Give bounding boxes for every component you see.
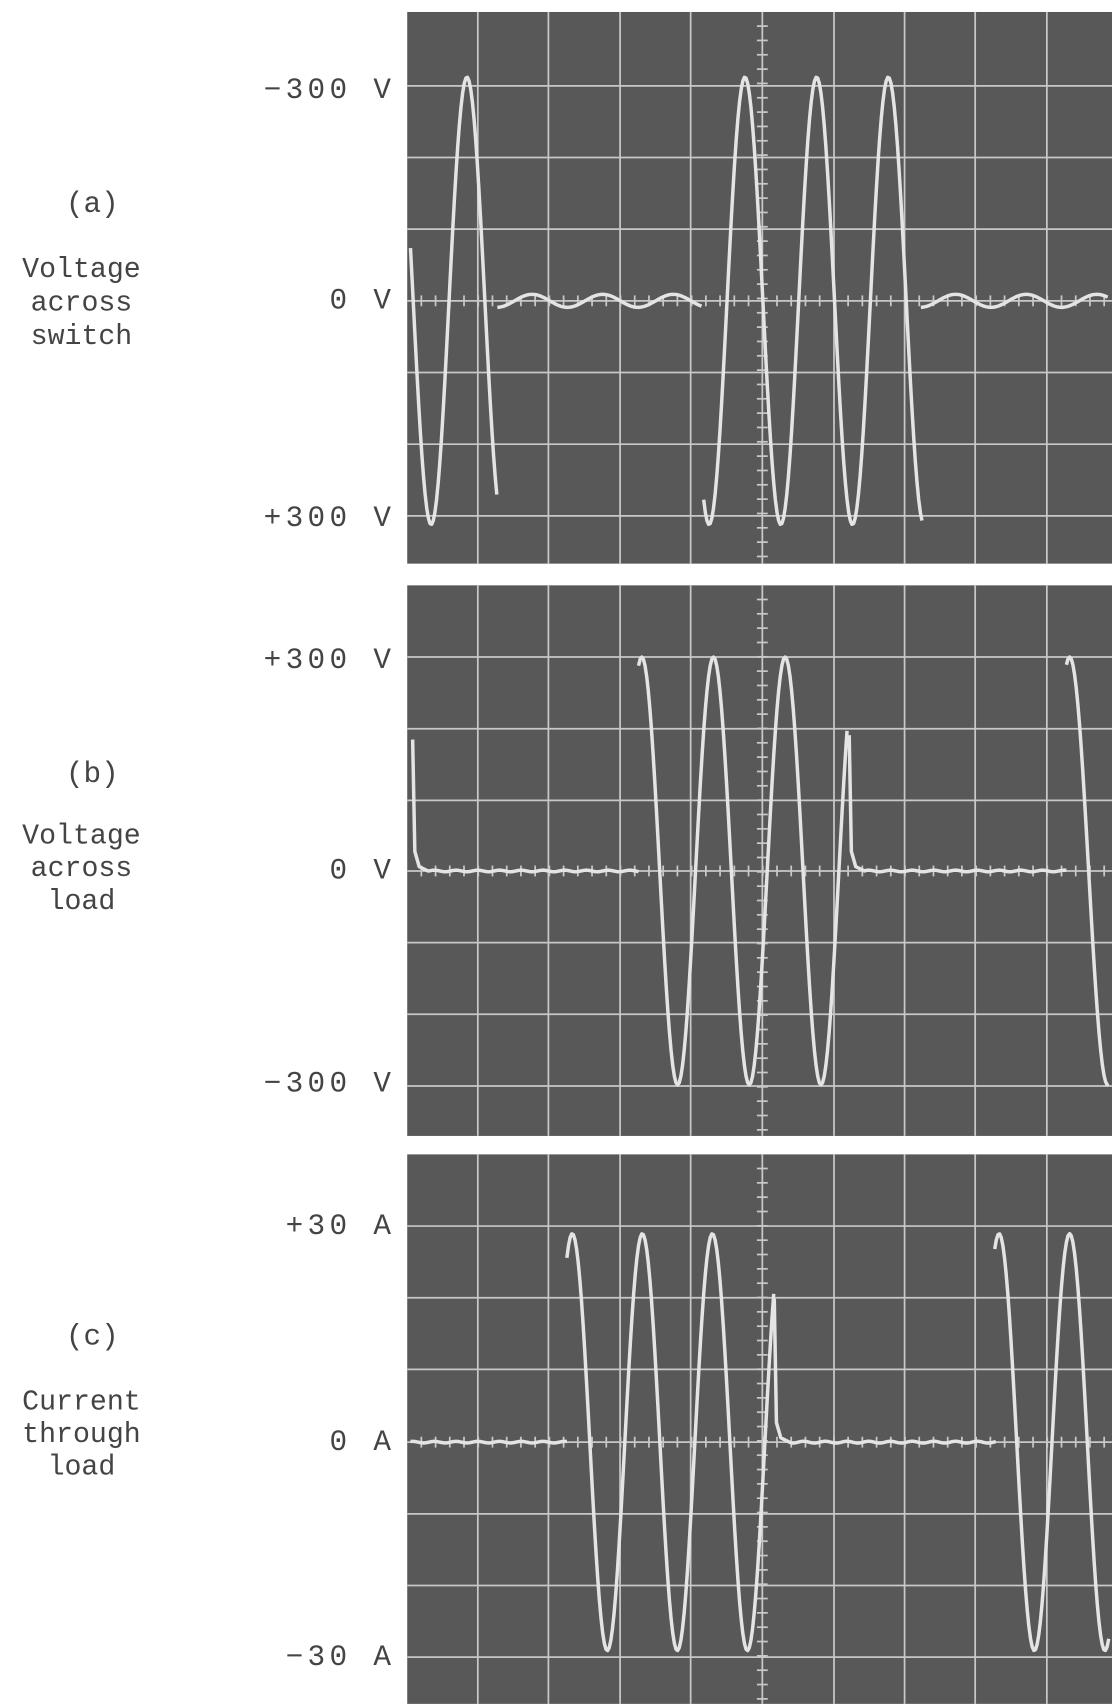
y-tick-label: 0 A: [329, 1426, 395, 1459]
panel-label: (b): [66, 758, 119, 791]
panel-label: (a): [66, 188, 119, 221]
scope-panel: [407, 585, 1112, 1136]
panel-label: (c): [66, 1321, 119, 1354]
panel-caption: through: [22, 1419, 141, 1451]
y-tick-label: −30 A: [286, 1641, 396, 1674]
scope-panel: [407, 1154, 1112, 1703]
panel-caption: across: [31, 853, 133, 885]
screen: [407, 585, 1112, 1136]
panel-caption: Current: [22, 1386, 141, 1418]
panel-caption: Voltage: [22, 821, 141, 853]
y-tick-label: +300 V: [264, 644, 396, 677]
y-tick-label: +30 A: [286, 1210, 396, 1243]
panel-caption: switch: [31, 321, 133, 353]
y-tick-label: −300 V: [264, 74, 396, 107]
screen: [407, 12, 1112, 564]
panel-caption: load: [48, 1452, 116, 1484]
y-tick-label: 0 V: [329, 855, 395, 888]
y-tick-label: 0 V: [329, 285, 395, 318]
y-tick-label: −300 V: [264, 1068, 396, 1101]
y-tick-label: +300 V: [264, 502, 396, 535]
panel-caption: across: [31, 287, 133, 319]
oscilloscope-figure: (a)Voltageacrossswitch−300 V0 V+300 V(b)…: [0, 0, 1112, 1705]
scope-panel: [407, 12, 1112, 564]
panel-caption: load: [48, 886, 116, 918]
screen: [407, 1154, 1112, 1703]
panel-caption: Voltage: [22, 254, 141, 286]
